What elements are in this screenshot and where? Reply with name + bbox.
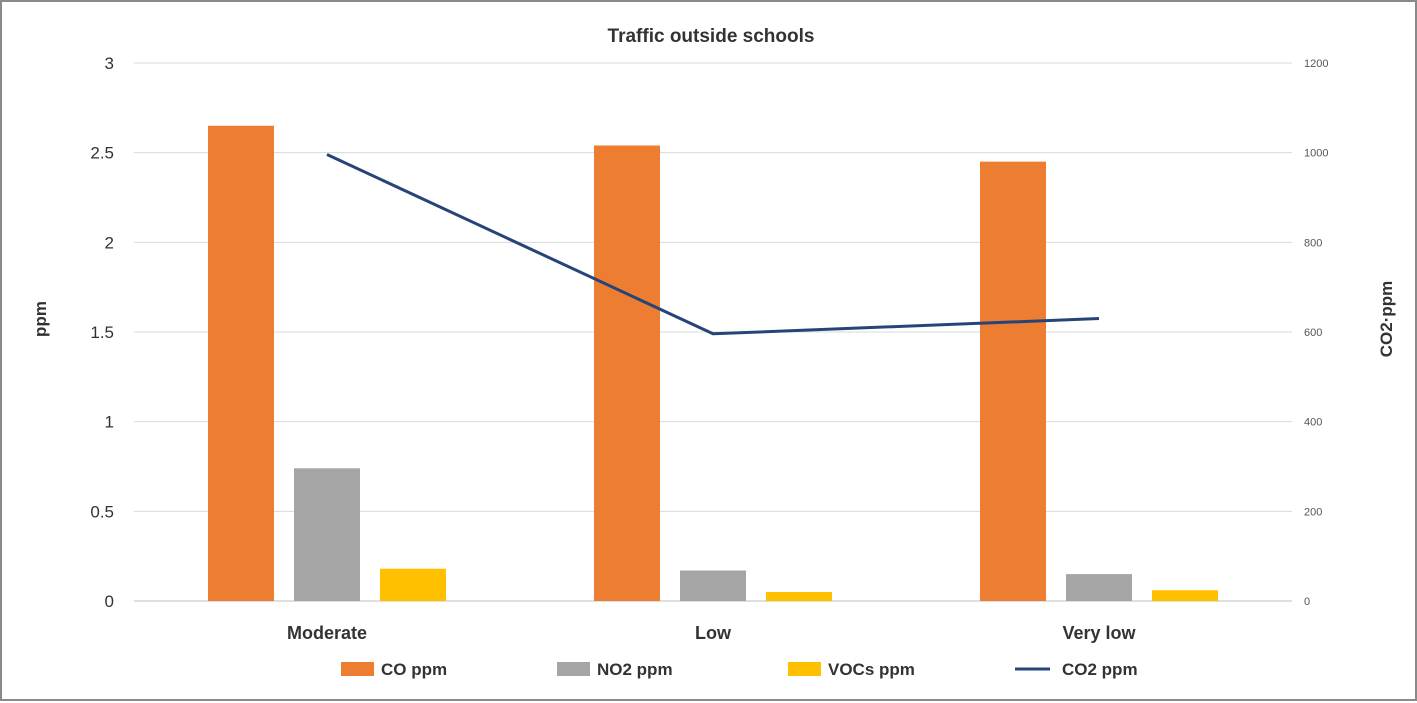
y2-tick-label: 1000 <box>1304 148 1328 160</box>
legend-label: VOCs ppm <box>828 660 915 679</box>
legend: CO ppm NO2 ppm VOCs ppm CO2 ppm <box>341 660 1138 679</box>
y-tick-label: 2 <box>105 233 114 252</box>
legend-swatch <box>341 662 374 676</box>
y2-tick-label: 800 <box>1304 237 1322 249</box>
x-tick-label: Low <box>695 623 732 643</box>
bar-no2-ppm <box>1066 574 1132 601</box>
y2-tick-label: 200 <box>1304 506 1322 518</box>
bar-series <box>208 126 1218 601</box>
bar-no2-ppm <box>680 571 746 601</box>
bar-no2-ppm <box>294 468 360 601</box>
y2-tick-label: 0 <box>1304 596 1310 608</box>
bar-vocs-ppm <box>1152 590 1218 601</box>
x-tick-label: Moderate <box>287 623 367 643</box>
y2-tick-label: 1200 <box>1304 58 1328 70</box>
bar-vocs-ppm <box>380 569 446 601</box>
y-tick-label: 1 <box>105 413 114 432</box>
chart-title: Traffic outside schools <box>608 26 815 47</box>
x-tick-label: Very low <box>1062 623 1136 643</box>
right-axis-ticks: 0 200 400 600 800 1000 1200 <box>1304 58 1328 608</box>
legend-label: CO2 ppm <box>1062 660 1138 679</box>
y-tick-label: 2.5 <box>90 144 114 163</box>
y2-axis-label: CO2·ppm <box>1377 281 1396 358</box>
y-tick-label: 1.5 <box>90 323 114 342</box>
legend-swatch <box>788 662 821 676</box>
bar-vocs-ppm <box>766 592 832 601</box>
y2-tick-label: 400 <box>1304 417 1322 429</box>
legend-swatch <box>557 662 590 676</box>
bar-co-ppm <box>980 162 1046 601</box>
y2-tick-label: 600 <box>1304 327 1322 339</box>
legend-label: NO2 ppm <box>597 660 673 679</box>
y-axis-label: ppm <box>31 301 50 337</box>
legend-label: CO ppm <box>381 660 447 679</box>
y-tick-label: 0.5 <box>90 502 114 521</box>
bar-co-ppm <box>594 145 660 601</box>
category-labels: Moderate Low Very low <box>287 623 1137 643</box>
left-axis-ticks: 0 0.5 1 1.5 2 2.5 3 <box>90 54 114 611</box>
y-tick-label: 3 <box>105 54 114 73</box>
bar-co-ppm <box>208 126 274 601</box>
y-tick-label: 0 <box>105 592 114 611</box>
